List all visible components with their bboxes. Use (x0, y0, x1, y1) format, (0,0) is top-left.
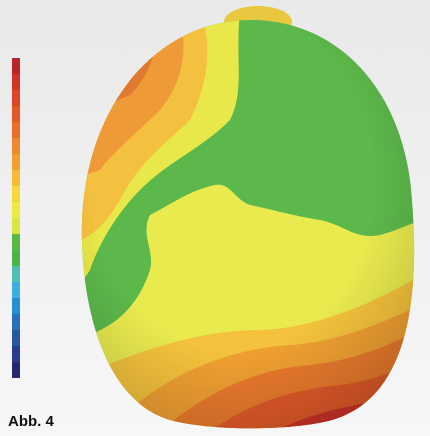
figure-label: Abb. 4 (8, 413, 54, 430)
color-scale (12, 58, 20, 378)
figure: Abb. 4 (0, 0, 430, 436)
